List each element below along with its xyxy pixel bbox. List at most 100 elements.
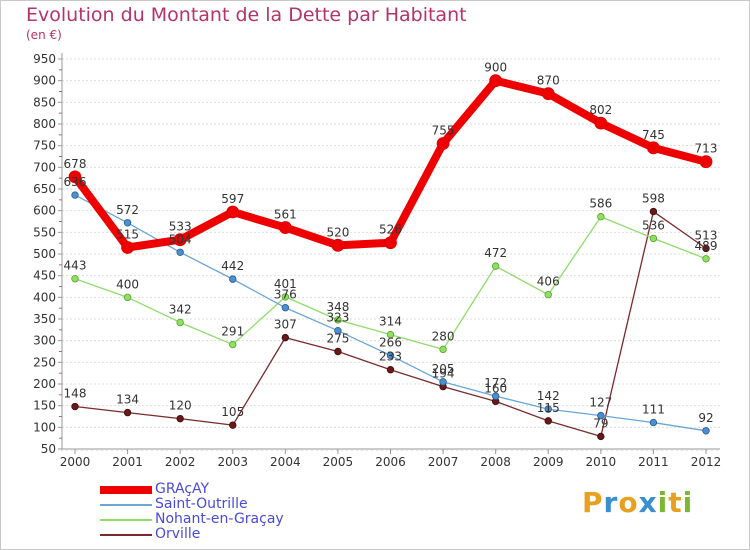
data-point <box>68 170 82 184</box>
data-label: 520 <box>326 225 349 239</box>
data-label: 597 <box>221 192 244 206</box>
data-point <box>491 392 500 400</box>
data-label: 802 <box>589 103 612 117</box>
data-label: 636 <box>64 175 87 189</box>
data-label: 172 <box>484 376 507 390</box>
data-label: 472 <box>484 246 507 260</box>
data-point <box>71 402 79 411</box>
brand-logo: Proxiti <box>582 486 693 519</box>
data-label: 755 <box>432 124 455 138</box>
y-tick-label: 450 <box>33 269 56 283</box>
x-tick-label: 2007 <box>428 455 459 469</box>
data-label: 513 <box>695 228 718 242</box>
data-label: 79 <box>593 416 608 430</box>
x-tick-label: 2006 <box>375 455 406 469</box>
data-point <box>229 275 237 283</box>
data-label: 115 <box>537 401 560 415</box>
y-tick-label: 350 <box>33 312 56 326</box>
y-tick-label: 950 <box>33 52 56 66</box>
data-point <box>71 275 79 283</box>
data-label: 376 <box>274 288 297 302</box>
data-point <box>334 327 342 335</box>
data-point <box>386 366 395 374</box>
data-label: 406 <box>537 275 560 289</box>
legend-swatch <box>100 519 152 521</box>
data-label: 323 <box>326 311 349 325</box>
x-tick-label: 2008 <box>480 455 511 469</box>
data-point <box>439 345 447 354</box>
brand-letter: t <box>668 486 683 519</box>
data-point <box>702 255 710 263</box>
y-tick-label: 100 <box>33 420 56 434</box>
data-point <box>123 219 132 227</box>
data-label: 280 <box>432 329 455 343</box>
legend-swatch <box>100 534 152 536</box>
chart-title: Evolution du Montant de la Dette par Hab… <box>26 4 467 26</box>
y-tick-label: 250 <box>33 355 56 369</box>
data-point <box>123 408 132 417</box>
y-tick-label: 150 <box>33 399 56 413</box>
data-label: 105 <box>221 405 244 419</box>
legend: GRAçAY Saint-Outrille Nohant-en-Graçay Orvi… <box>100 481 360 542</box>
data-point <box>597 411 605 420</box>
data-point <box>281 293 290 301</box>
data-point <box>436 137 450 150</box>
legend-item: Nohant-en-Graçay <box>100 511 360 527</box>
data-label: 291 <box>221 325 244 339</box>
brand-letter: i <box>682 486 694 519</box>
data-point <box>594 116 608 130</box>
y-tick-label: 800 <box>33 117 56 131</box>
data-label: 526 <box>379 223 402 237</box>
brand-letter: i <box>657 486 669 519</box>
data-label: 275 <box>326 332 349 346</box>
data-point <box>597 213 605 221</box>
data-label: 160 <box>484 381 507 395</box>
y-tick-label: 200 <box>33 377 56 391</box>
grid-lines <box>62 58 720 428</box>
data-point <box>544 405 552 413</box>
legend-label: Orville <box>155 526 201 542</box>
legend-item: Orville <box>100 526 360 542</box>
y-axis-ticks: 50 100 150 200 250 300 350 400 450 500 550 600 650 70… <box>33 52 62 456</box>
y-tick-label: 700 <box>33 160 56 174</box>
data-label: 111 <box>642 403 665 417</box>
data-label: 515 <box>116 228 139 242</box>
data-point <box>649 207 658 216</box>
data-point <box>71 191 79 199</box>
data-label: 142 <box>537 389 560 403</box>
data-point <box>176 248 184 256</box>
data-point <box>541 87 555 101</box>
x-tick-label: 2001 <box>112 455 143 469</box>
data-label: 314 <box>379 315 402 329</box>
data-point <box>544 417 552 425</box>
data-label: 598 <box>642 192 665 206</box>
series-group <box>68 74 713 441</box>
data-label: 127 <box>589 396 612 410</box>
legend-swatch <box>100 486 152 494</box>
legend-label: Saint-Outrille <box>155 496 248 512</box>
data-label: 586 <box>589 197 612 211</box>
data-label: 307 <box>274 318 297 332</box>
legend-label: GRAçAY <box>155 481 210 497</box>
data-point <box>226 205 240 219</box>
data-point <box>544 291 552 299</box>
data-point <box>334 316 342 324</box>
data-label: 266 <box>379 335 402 349</box>
x-tick-label: 2003 <box>217 455 248 469</box>
y-tick-label: 750 <box>33 139 56 153</box>
y-tick-label: 850 <box>33 95 56 109</box>
y-tick-label: 400 <box>33 290 56 304</box>
data-label: 870 <box>537 74 560 88</box>
axes <box>61 53 720 451</box>
data-label: 536 <box>642 218 665 232</box>
data-label: 92 <box>698 411 713 425</box>
brand-letter: r <box>603 486 619 519</box>
legend-item: Saint-Outrille <box>100 496 360 512</box>
x-axis-ticks: 2000 2001 2002 2003 2004 2005 2006 2007 2008 2009… <box>60 449 721 469</box>
data-point <box>278 221 292 234</box>
x-tick-label: 2009 <box>533 455 564 469</box>
x-tick-label: 2011 <box>638 455 669 469</box>
data-label: 442 <box>221 259 244 273</box>
y-tick-label: 50 <box>41 442 56 456</box>
x-tick-label: 2004 <box>270 455 301 469</box>
